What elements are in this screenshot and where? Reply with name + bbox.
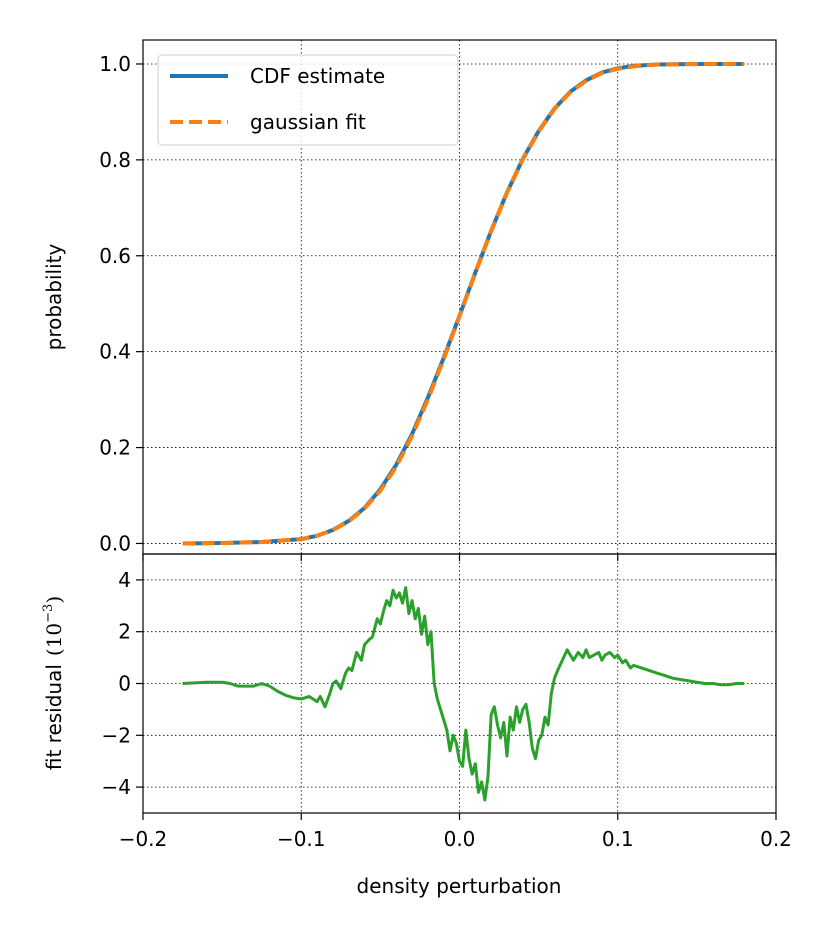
cdf-ylabel: probability [42,243,66,350]
cdf-y-tick-label-3: 0.6 [99,244,131,268]
gaussian-fit-line [182,61,745,546]
cdf-panel: 0.0 0.2 0.4 0.6 0.8 1.0 probability CDF estim… [42,39,777,561]
residual-ylabel-unit: (10 [42,623,66,656]
residual-grid [143,554,776,813]
residual-ylabel-close: ) [42,596,66,604]
legend-box [157,54,459,146]
residual-panel: −0.2 −0.1 0.0 0.1 0.2 −4 −2 0 2 4 fit residual (10… [41,553,792,898]
residual-y-tick-label-3: 2 [118,620,131,644]
residual-y-tick-label-2: 0 [118,672,131,696]
residual-ylabel-exponent: −3 [41,604,56,623]
residual-y-tick-label-4: 4 [118,568,131,592]
residual-y-tick-label-1: −2 [102,723,131,747]
residual-x-tick-label-3: 0.1 [602,827,634,851]
residual-ylabel-text: fit residual [42,664,66,770]
fit-residual-line [182,586,745,802]
cdf-series [182,61,745,546]
residual-x-tick-label-2: 0.0 [444,827,476,851]
cdf-y-tick-label-2: 0.4 [99,340,131,364]
residual-xlabel: density perturbation [357,874,562,898]
residual-ticks: −0.2 −0.1 0.0 0.1 0.2 −4 −2 0 2 4 [102,568,792,851]
residual-series [182,586,745,802]
residual-x-tick-label-1: −0.1 [277,827,326,851]
cdf-y-tick-label-5: 1.0 [99,52,131,76]
legend-label-fit: gaussian fit [250,110,366,134]
residual-x-tick-label-4: 0.2 [760,827,792,851]
legend: CDF estimate gaussian fit [157,54,459,146]
cdf-y-tick-label-1: 0.2 [99,436,131,460]
legend-label-cdf: CDF estimate [250,64,385,88]
residual-x-tick-label-0: −0.2 [119,827,168,851]
residual-y-tick-label-0: −4 [102,775,131,799]
cdf-y-tick-label-0: 0.0 [99,531,131,555]
residual-ylabel: fit residual (10−3) [41,596,66,770]
cdf-y-tick-label-4: 0.8 [99,148,131,172]
